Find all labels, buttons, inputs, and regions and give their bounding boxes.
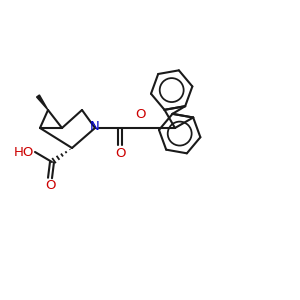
Text: O: O <box>46 179 56 192</box>
Text: N: N <box>90 119 100 133</box>
Polygon shape <box>37 95 48 110</box>
Text: HO: HO <box>14 146 34 158</box>
Text: O: O <box>135 108 145 121</box>
Text: O: O <box>116 147 126 160</box>
